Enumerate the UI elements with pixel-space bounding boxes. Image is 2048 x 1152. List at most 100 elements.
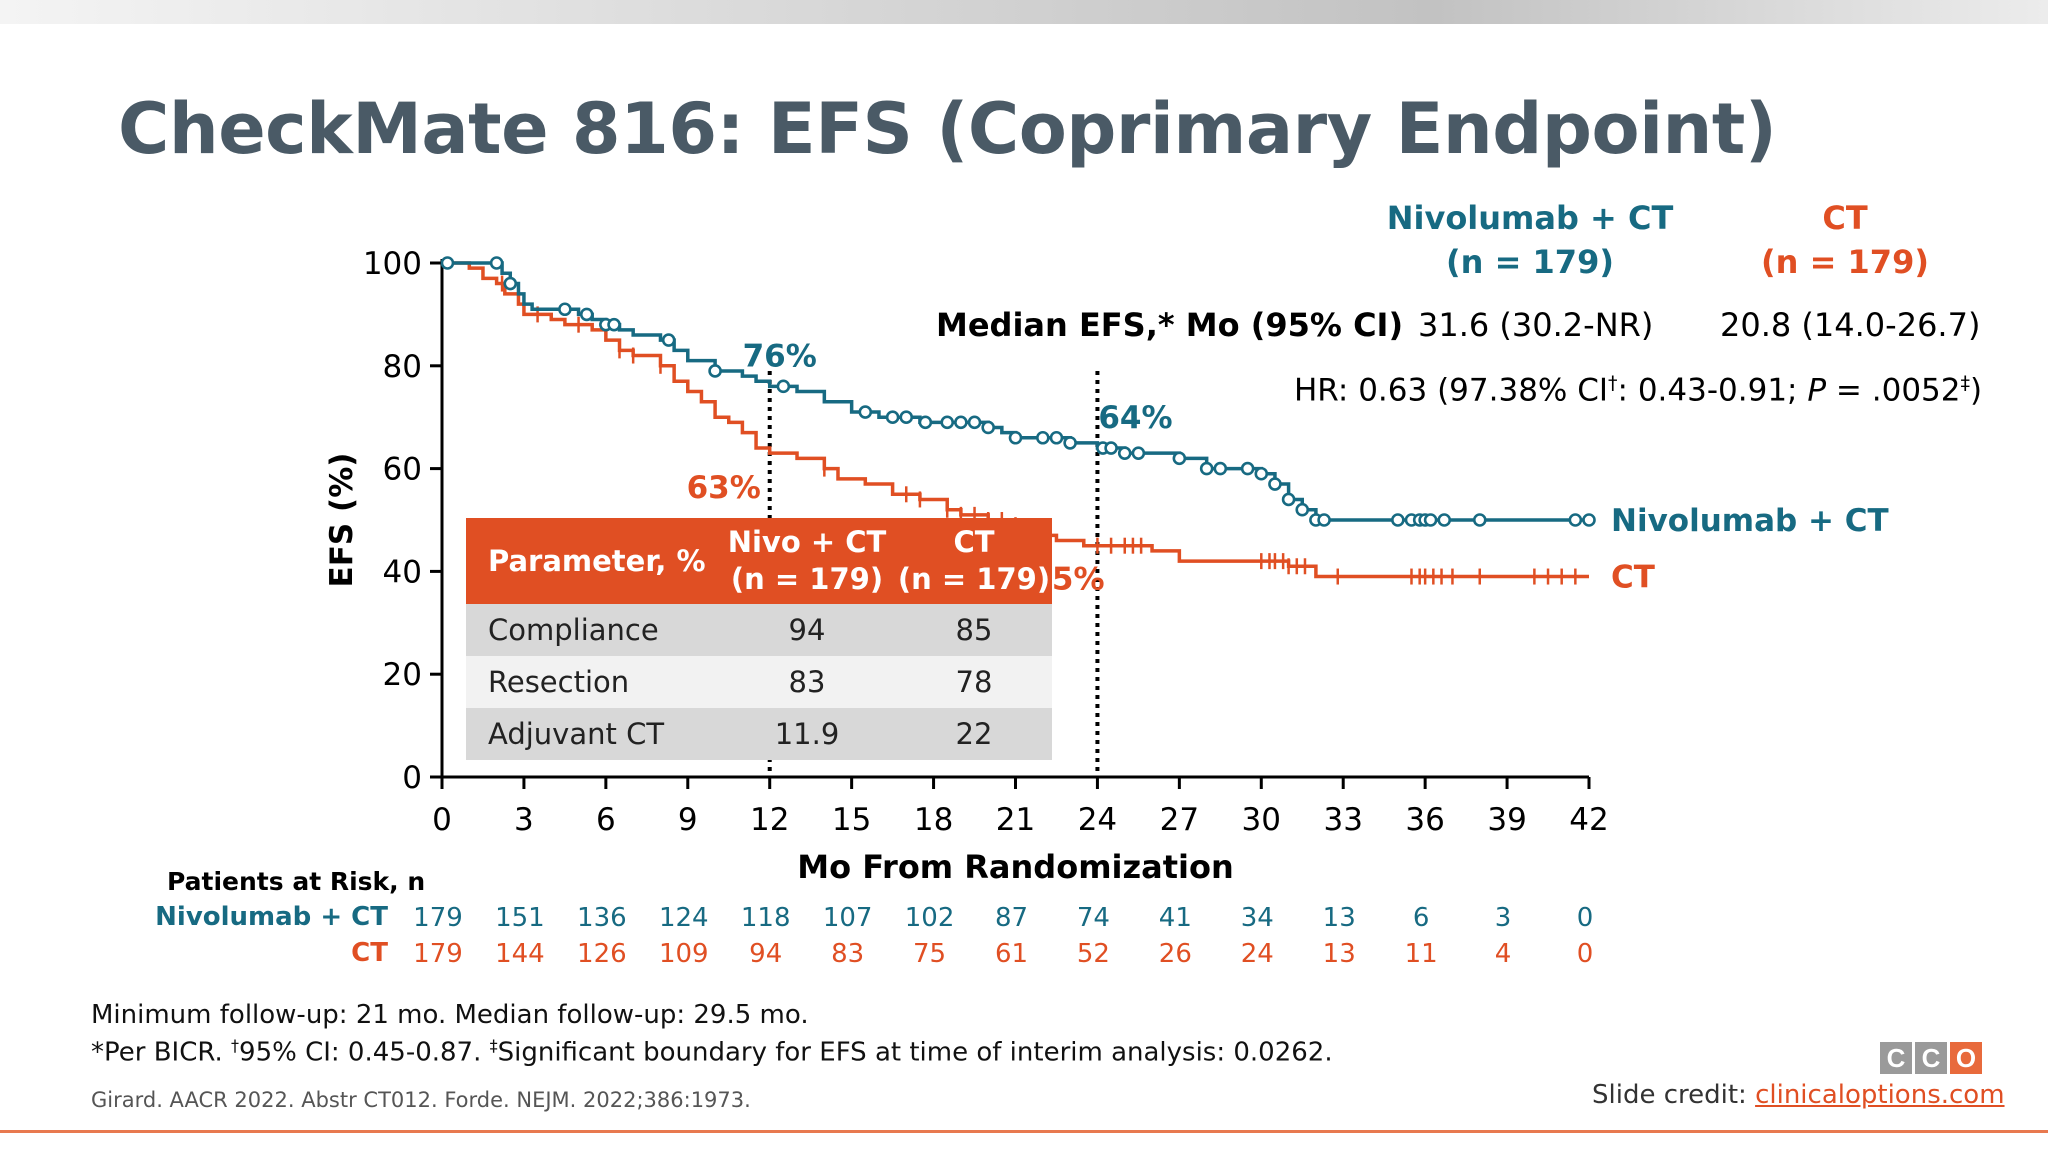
- censor-mark-nivo: [858, 405, 873, 419]
- censor-mark-nivo: [918, 415, 933, 430]
- risk-count-nivo: 74: [1077, 903, 1110, 933]
- footnote-followup: Minimum follow-up: 21 mo. Median follow-…: [91, 1000, 809, 1030]
- censor-mark-nivo: [579, 307, 594, 322]
- x-tick-label: 18: [914, 802, 953, 838]
- risk-count-nivo: 124: [659, 903, 709, 933]
- risk-count-ct: 26: [1159, 939, 1192, 969]
- credit-label: Slide credit:: [1592, 1080, 1756, 1110]
- y-tick-label: 100: [363, 246, 422, 282]
- annotation-nivo-12mo: 76%: [743, 338, 817, 374]
- risk-count-ct: 75: [913, 939, 946, 969]
- hr-mid: : 0.43-0.91;: [1617, 372, 1808, 409]
- risk-count-ct: 144: [495, 939, 545, 969]
- risk-count-nivo: 102: [905, 903, 955, 933]
- censor-mark-nivo: [440, 256, 455, 270]
- censor-mark-nivo: [981, 420, 995, 435]
- risk-count-nivo: 151: [495, 903, 545, 933]
- param-cell: 22: [896, 708, 1052, 760]
- censor-mark-nivo: [1568, 513, 1583, 527]
- credit-link[interactable]: clinicaloptions.com: [1755, 1080, 2005, 1110]
- censor-mark-nivo: [1423, 513, 1438, 527]
- risk-count-ct: 11: [1405, 939, 1438, 969]
- x-tick-label: 33: [1323, 802, 1362, 838]
- risk-count-nivo: 3: [1495, 903, 1512, 933]
- y-tick-label: 80: [383, 349, 422, 385]
- censor-mark-nivo: [1317, 513, 1331, 527]
- y-tick-label: 40: [383, 554, 422, 590]
- censor-mark-nivo: [1131, 446, 1146, 460]
- censor-mark-nivo: [1036, 430, 1050, 445]
- annotation-nivo-24mo: 64%: [1098, 400, 1172, 436]
- legend-ct-name: CT: [1822, 199, 1868, 237]
- risk-count-ct: 126: [577, 939, 627, 969]
- censor-mark-nivo: [1213, 461, 1228, 476]
- risk-count-ct: 4: [1495, 939, 1512, 969]
- param-header-ct-name: CT: [953, 525, 995, 559]
- censor-mark-nivo: [1391, 513, 1405, 527]
- curve-nivo: [442, 261, 1589, 522]
- censor-mark-nivo: [1295, 502, 1310, 517]
- risk-count-nivo: 118: [741, 903, 791, 933]
- censor-mark-nivo: [967, 415, 982, 430]
- risk-count-ct: 83: [831, 939, 864, 969]
- x-tick-label: 27: [1160, 802, 1199, 838]
- censor-mark-nivo: [661, 333, 676, 347]
- annotation-ct-12mo: 63%: [687, 470, 761, 506]
- censor-mark-nivo: [954, 415, 968, 430]
- x-tick-label: 42: [1569, 802, 1608, 838]
- hr-p-value: = .0052: [1826, 372, 1961, 409]
- param-cell: 85: [896, 604, 1052, 656]
- censor-mark-nivo: [708, 364, 722, 378]
- logo-letter: O: [1950, 1042, 1982, 1074]
- param-cell: 94: [718, 604, 896, 656]
- censor-mark-nivo: [1437, 513, 1452, 527]
- param-cell: 78: [896, 656, 1052, 708]
- hazard-ratio: HR: 0.63 (97.38% CI†: 0.43-0.91; P = .00…: [1294, 372, 1982, 408]
- y-tick-label: 60: [383, 452, 422, 488]
- hr-p-sup: ‡: [1960, 372, 1971, 394]
- param-header-nivo: Nivo + CT (n = 179): [718, 518, 896, 604]
- x-tick-label: 12: [750, 802, 789, 838]
- censor-mark-nivo: [1254, 466, 1269, 481]
- footnote-boundary: Significant boundary for EFS at time of …: [497, 1037, 1333, 1068]
- x-tick-label: 30: [1242, 802, 1281, 838]
- top-gradient-bar: [0, 0, 2048, 24]
- legend-ct-n: (n = 179): [1761, 243, 1929, 281]
- param-header-ct: CT (n = 179): [896, 518, 1052, 604]
- censor-mark-nivo: [558, 302, 572, 317]
- censor-mark-nivo: [776, 379, 791, 394]
- risk-label-nivo: Nivolumab + CT: [155, 902, 388, 932]
- censor-mark-nivo: [503, 276, 518, 291]
- censor-mark-nivo: [885, 410, 900, 425]
- footnote-ci: 95% CI: 0.45-0.87.: [239, 1037, 490, 1068]
- censor-mark-nivo: [1049, 430, 1064, 445]
- ct-median: 20.8 (14.0-26.7): [1720, 306, 1981, 344]
- footnote-bicr: *Per BICR.: [91, 1037, 232, 1068]
- y-tick-label: 20: [383, 657, 422, 693]
- end-label-ct: CT: [1611, 560, 1655, 596]
- logo-letter: C: [1880, 1042, 1912, 1074]
- risk-count-nivo: 107: [823, 903, 873, 933]
- slide-credit: Slide credit: clinicaloptions.com: [1592, 1080, 2005, 1110]
- x-tick-label: 39: [1487, 802, 1526, 838]
- x-tick-label: 3: [514, 802, 534, 838]
- risk-count-nivo: 13: [1323, 903, 1356, 933]
- param-header-nivo-name: Nivo + CT: [727, 525, 887, 559]
- end-label-nivo: Nivolumab + CT: [1611, 503, 1889, 539]
- censor-mark-nivo: [1582, 513, 1596, 527]
- param-cell: Adjuvant CT: [466, 708, 718, 760]
- y-tick-label: 0: [402, 760, 422, 796]
- risk-count-nivo: 136: [577, 903, 627, 933]
- param-header-nivo-n: (n = 179): [730, 562, 884, 596]
- nivo-median: 31.6 (30.2-NR): [1418, 306, 1654, 344]
- censor-mark-nivo: [1281, 492, 1296, 507]
- x-tick-label: 21: [996, 802, 1035, 838]
- risk-table-title: Patients at Risk, n: [167, 867, 426, 896]
- x-tick-label: 15: [832, 802, 871, 838]
- x-tick-label: 6: [596, 802, 616, 838]
- x-axis-title: Mo From Randomization: [797, 848, 1234, 886]
- censor-mark-nivo: [1008, 430, 1023, 445]
- risk-label-ct: CT: [351, 938, 388, 968]
- censor-mark-nivo: [1063, 436, 1077, 450]
- risk-count-nivo: 34: [1241, 903, 1274, 933]
